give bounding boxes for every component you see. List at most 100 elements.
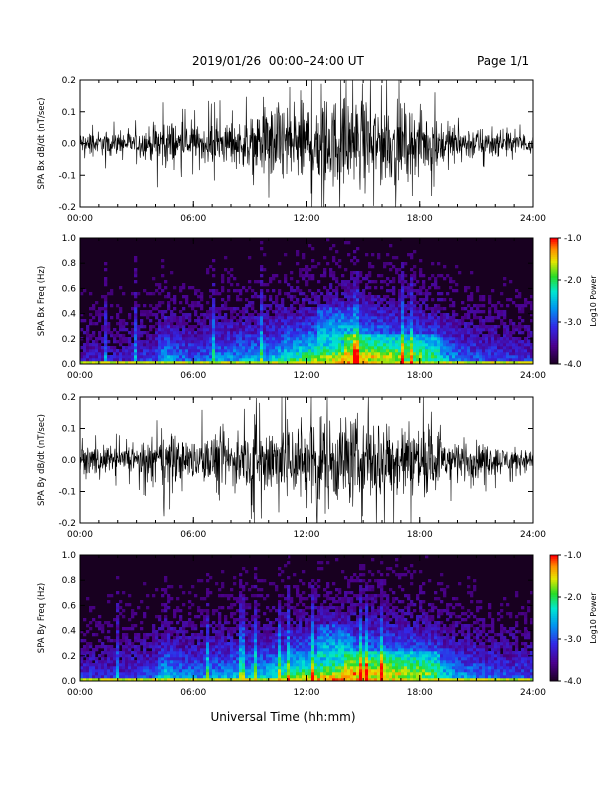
spectrogram-bx-cell (335, 298, 339, 302)
spectrogram-by-cell (134, 663, 138, 667)
spectrogram-bx-cell (287, 334, 291, 338)
spectrogram-bx-cell (434, 331, 438, 335)
spectrogram-bx-cell (329, 298, 333, 302)
spectrogram-bx-cell (176, 358, 180, 362)
spectrogram-by-cell (185, 654, 189, 658)
spectrogram-bx-cell (296, 301, 300, 305)
spectrogram-bx-cell (272, 346, 276, 350)
spectrogram-bx-cell (392, 280, 396, 284)
spectrogram-bx-cell (296, 358, 300, 362)
spectrogram-bx-cell (290, 313, 294, 317)
spectrogram-by-cell (248, 624, 252, 628)
spectrogram-by-cell (83, 669, 87, 673)
spectrogram-by-cell (317, 579, 321, 583)
spectrogram-bx-cell (125, 355, 129, 359)
spectrogram-bx-cell (293, 349, 297, 353)
spectrogram-bx-cell (326, 358, 330, 362)
spectrogram-bx-cell (161, 265, 165, 269)
spectrogram-bx-cell (374, 304, 378, 308)
spectrogram-bx-cell (362, 352, 366, 356)
spectrogram-by-cell (128, 603, 132, 607)
spectrogram-bx-cell (386, 346, 390, 350)
spectrogram-bx-cell (362, 295, 366, 299)
spectrogram-bx-cell (164, 328, 168, 332)
spectrogram-by-cell (281, 663, 285, 667)
spectrogram-by-cell (323, 639, 327, 643)
spectrogram-bx-cell (500, 292, 504, 296)
spectrogram-bx-cell (317, 322, 321, 326)
spectrogram-by-cell (281, 648, 285, 652)
spectrogram-by-cell (224, 666, 228, 670)
spectrogram-by-cell (296, 651, 300, 655)
spectrogram-by-cell (158, 669, 162, 673)
spectrogram-bx-cell (290, 295, 294, 299)
spectrogram-bx-cell (299, 358, 303, 362)
spectrogram-bx-cell (398, 361, 402, 365)
spectrogram-by-cell (137, 606, 141, 610)
spectrogram-bx-cell (365, 307, 369, 311)
spectrogram-bx-cell (368, 310, 372, 314)
spectrogram-bx-cell (356, 316, 360, 320)
spectrogram-bx-cell (377, 343, 381, 347)
spectrogram-bx-cell (128, 316, 132, 320)
spectrogram-bx-cell (293, 301, 297, 305)
spectrogram-bx-cell (257, 331, 261, 335)
spectrogram-bx-cell (317, 301, 321, 305)
spectrogram-by-cell (158, 648, 162, 652)
spectrogram-by-cell (86, 675, 90, 679)
spectrogram-bx-cell (323, 274, 327, 278)
spectrogram-bx-cell (515, 295, 519, 299)
spectrogram-bx-cell (242, 316, 246, 320)
spectrogram-bx-cell (338, 316, 342, 320)
spectrogram-bx-cell (488, 355, 492, 359)
spectrogram-bx-cell (359, 346, 363, 350)
spectrogram-by-cell (290, 675, 294, 679)
spectrogram-bx-cell (356, 304, 360, 308)
spectrogram-bx-cell (434, 307, 438, 311)
spectrogram-bx-cell (470, 340, 474, 344)
spectrogram-by-cell (116, 609, 120, 613)
spectrogram-bx-cell (455, 319, 459, 323)
spectrogram-bx-cell (344, 241, 348, 245)
spectrogram-bx-cell (107, 292, 111, 296)
spectrogram-bx-cell (185, 358, 189, 362)
spectrogram-by-cell (278, 606, 282, 610)
spectrogram-bx-cell (395, 331, 399, 335)
spectrogram-bx-cell (398, 325, 402, 329)
spectrogram-bx-cell (179, 361, 183, 365)
spectrogram-bx-cell (494, 346, 498, 350)
spectrogram-bx-cell (95, 313, 99, 317)
spectrogram-by-cell (326, 642, 330, 646)
spectrogram-bx-cell (410, 316, 414, 320)
spectrogram-by-cell (233, 627, 237, 631)
spectrogram-bx-cell (497, 361, 501, 365)
spectrogram-bx-cell (89, 292, 93, 296)
spectrogram-by-cell (170, 666, 174, 670)
spectrogram-by-cell (86, 645, 90, 649)
spectrogram-by-cell (149, 642, 153, 646)
spectrogram-by-cell (149, 666, 153, 670)
spectrogram-by-cell (197, 678, 201, 682)
spectrogram-bx-cell (506, 328, 510, 332)
spectrogram-bx-cell (380, 307, 384, 311)
spectrogram-by-cell (164, 588, 168, 592)
spectrogram-bx-cell (353, 331, 357, 335)
spectrogram-bx-cell (398, 355, 402, 359)
spectrogram-bx-cell (290, 298, 294, 302)
spectrogram-by-cell (185, 663, 189, 667)
spectrogram-by-cell (107, 672, 111, 676)
spectrogram-by-cell (122, 654, 126, 658)
spectrogram-bx-cell (443, 265, 447, 269)
spectrogram-by-cell (263, 651, 267, 655)
spectrogram-by-cell (290, 627, 294, 631)
spectrogram-by-cell (323, 624, 327, 628)
spectrogram-bx-cell (512, 301, 516, 305)
spectrogram-by-cell (212, 645, 216, 649)
spectrogram-bx-cell (380, 310, 384, 314)
spectrogram-bx-cell (200, 319, 204, 323)
spectrogram-bx-cell (395, 346, 399, 350)
spectrogram-bx-cell (518, 295, 522, 299)
spectrogram-bx-cell (434, 319, 438, 323)
spectrogram-bx-cell (485, 349, 489, 353)
spectrogram-by-cell (167, 678, 171, 682)
